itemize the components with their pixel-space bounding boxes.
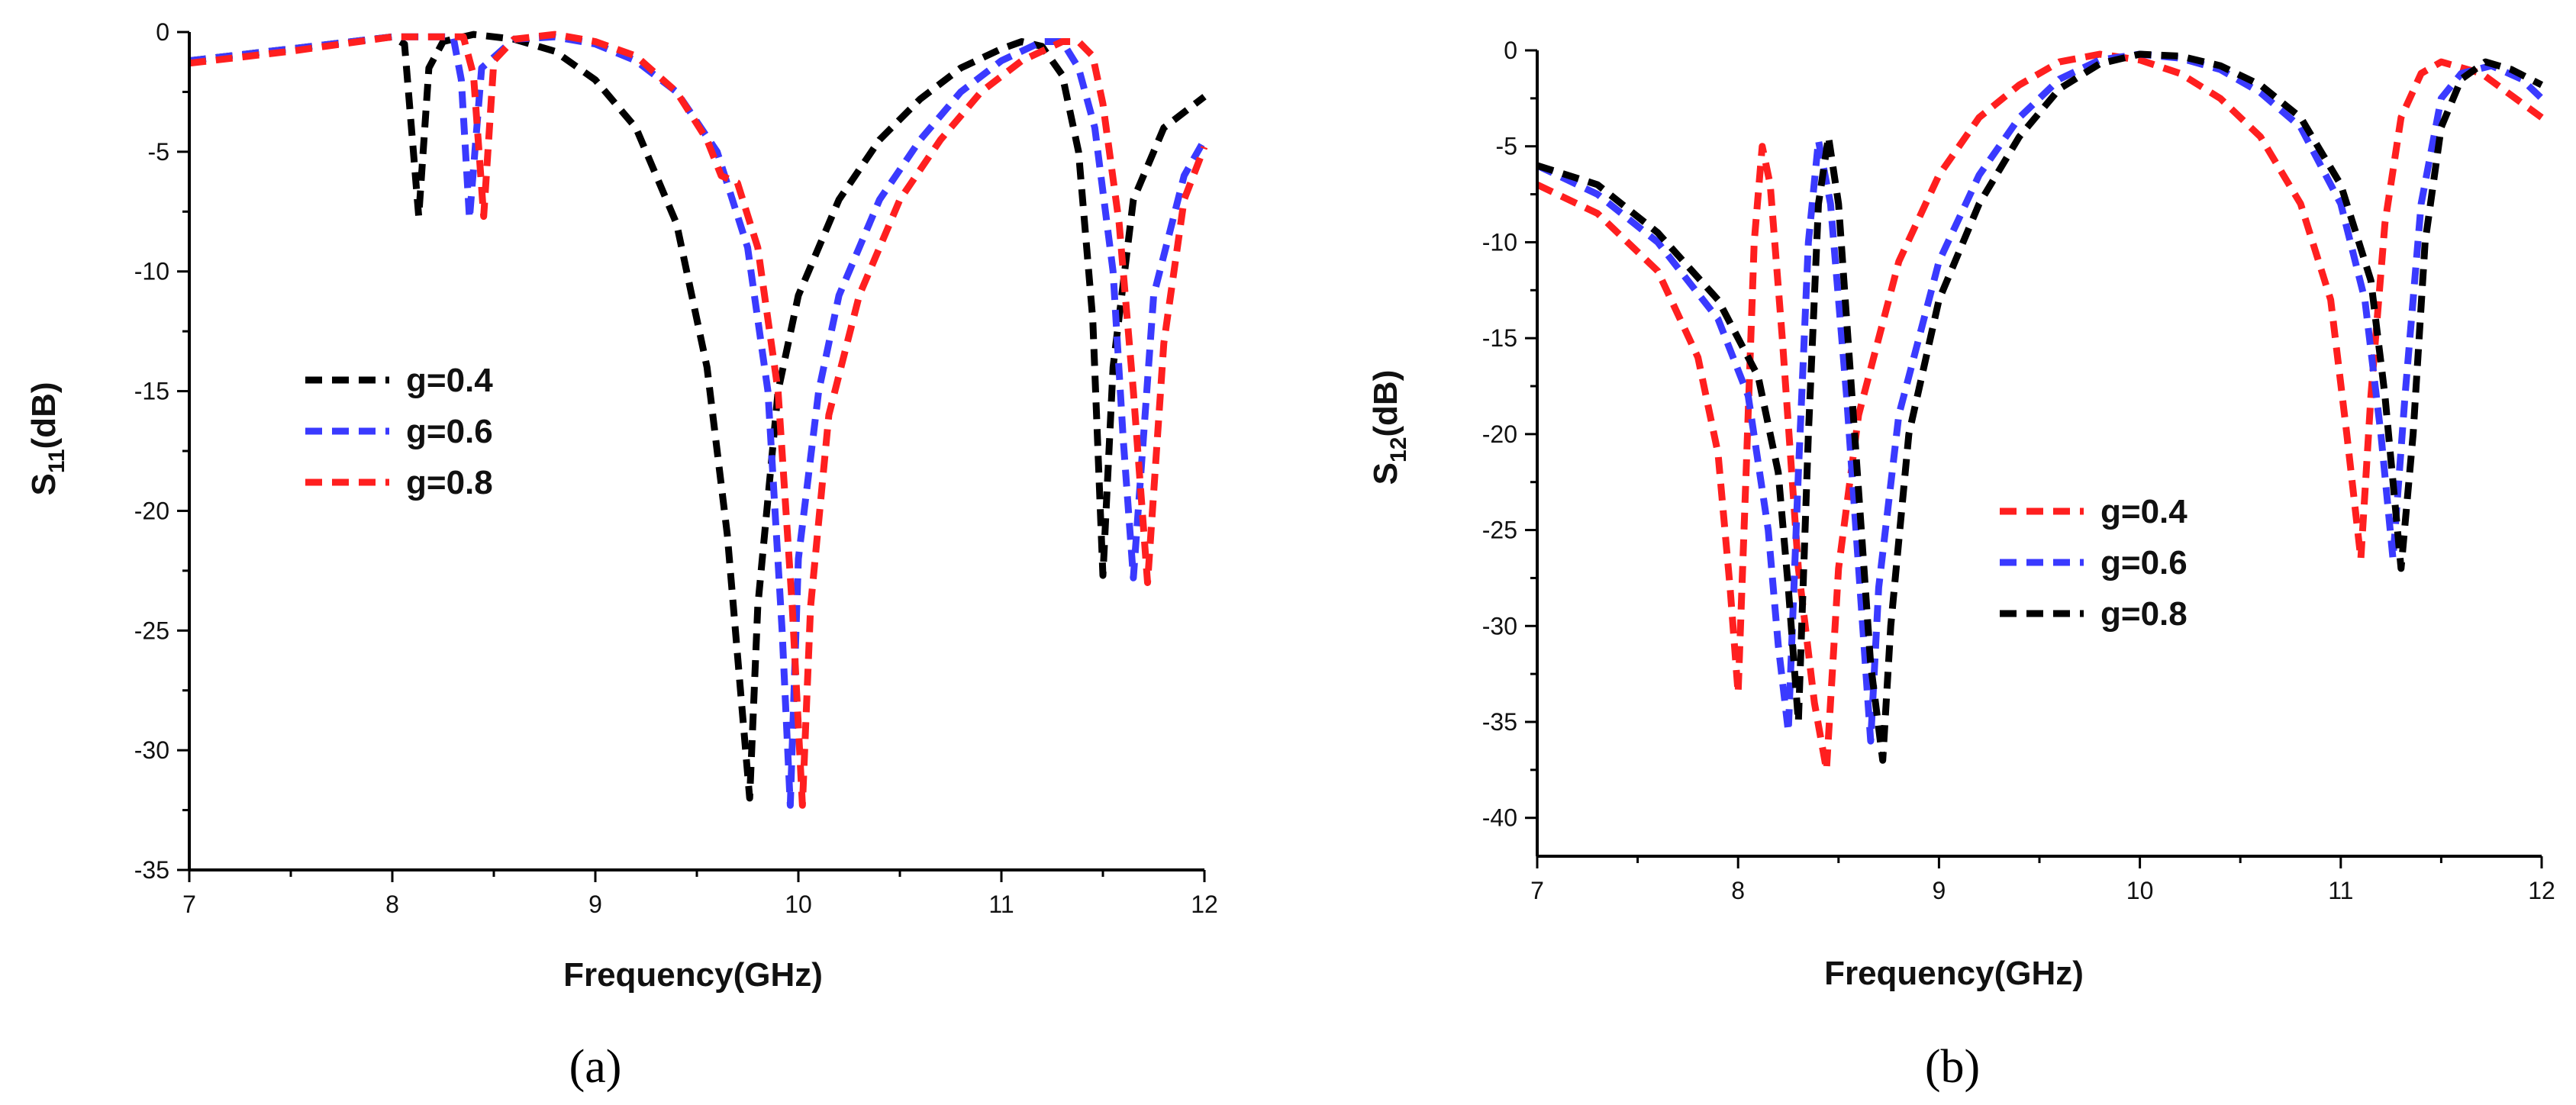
series-line-g-0_4 bbox=[1536, 50, 2544, 774]
y-tick-label: -40 bbox=[1482, 804, 1517, 832]
x-tick-label: 8 bbox=[385, 891, 399, 918]
axes-a bbox=[177, 31, 1206, 882]
x-tick-label: 11 bbox=[988, 891, 1014, 918]
legend-label: g=0.8 bbox=[2100, 595, 2188, 633]
y-tick-label: -25 bbox=[134, 617, 169, 644]
y-tick-label: -30 bbox=[1482, 612, 1517, 639]
series-line-g-0_4 bbox=[189, 31, 1207, 802]
legend-label: g=0.6 bbox=[406, 413, 493, 450]
legend-label: g=0.6 bbox=[2100, 544, 2188, 581]
chart-b: 7 8 9 10 11 12 0 -5 -10 -15 -20 -25 -30 -35 -40 Freque… bbox=[1367, 37, 2555, 1093]
y-tick-label: 0 bbox=[1504, 37, 1517, 64]
x-tick-label: 12 bbox=[2528, 877, 2555, 904]
legend-label: g=0.4 bbox=[406, 362, 493, 399]
x-tick-label: 10 bbox=[785, 891, 812, 918]
legend-a: g=0.4 g=0.6 g=0.8 bbox=[305, 362, 493, 501]
x-tick-label: 7 bbox=[1530, 877, 1544, 904]
x-tick-label: 11 bbox=[2328, 877, 2353, 904]
series-group-a bbox=[189, 31, 1208, 809]
tick-labels-a: 7 8 9 10 11 12 0 -5 -10 -15 -20 -25 -30 -35 bbox=[134, 18, 1218, 918]
y-tick-label: 0 bbox=[156, 18, 169, 46]
y-tick-label: -10 bbox=[1482, 228, 1517, 256]
y-tick-label: -20 bbox=[134, 497, 169, 524]
legend-label: g=0.8 bbox=[406, 464, 493, 501]
legend-b: g=0.4 g=0.6 g=0.8 bbox=[2000, 493, 2188, 633]
chart-a: 7 8 9 10 11 12 0 -5 -10 -15 -20 -25 -30 -35 Frequency… bbox=[25, 18, 1218, 1093]
tick-labels-b: 7 8 9 10 11 12 0 -5 -10 -15 -20 -25 -30 -35 -40 bbox=[1482, 37, 2555, 904]
axes-b bbox=[1525, 49, 2543, 868]
series-line-g-0_8 bbox=[189, 31, 1208, 809]
x-axis-label-a: Frequency(GHz) bbox=[563, 956, 823, 994]
x-tick-label: 9 bbox=[1933, 877, 1946, 904]
x-axis-label-b: Frequency(GHz) bbox=[1824, 955, 2084, 992]
y-tick-label: -15 bbox=[134, 378, 169, 405]
series-group-b bbox=[1536, 50, 2545, 774]
y-tick-label: -10 bbox=[134, 258, 169, 285]
x-tick-label: 9 bbox=[588, 891, 602, 918]
legend-label: g=0.4 bbox=[2100, 493, 2188, 530]
y-tick-label: -35 bbox=[1482, 708, 1517, 736]
y-axis-label-a: S11(dB) bbox=[25, 382, 69, 495]
y-tick-label: -15 bbox=[1482, 324, 1517, 352]
x-tick-label: 10 bbox=[2126, 877, 2154, 904]
series-line-g-0_6 bbox=[189, 33, 1207, 809]
series-line-g-0_6 bbox=[1536, 50, 2545, 745]
x-tick-label: 7 bbox=[182, 891, 196, 918]
series-line-g-0_8 bbox=[1536, 50, 2544, 764]
panel-label-a: (a) bbox=[569, 1041, 622, 1093]
y-tick-label: -35 bbox=[134, 856, 169, 884]
y-tick-label: -30 bbox=[134, 736, 169, 764]
y-tick-label: -20 bbox=[1482, 420, 1517, 448]
x-tick-label: 8 bbox=[1731, 877, 1745, 904]
y-axis-label-b: S12(dB) bbox=[1367, 370, 1411, 485]
panel-label-b: (b) bbox=[1925, 1041, 1980, 1093]
y-tick-label: -25 bbox=[1482, 517, 1517, 544]
x-tick-label: 12 bbox=[1191, 891, 1218, 918]
y-tick-label: -5 bbox=[1496, 133, 1517, 160]
y-tick-label: -5 bbox=[148, 138, 169, 166]
